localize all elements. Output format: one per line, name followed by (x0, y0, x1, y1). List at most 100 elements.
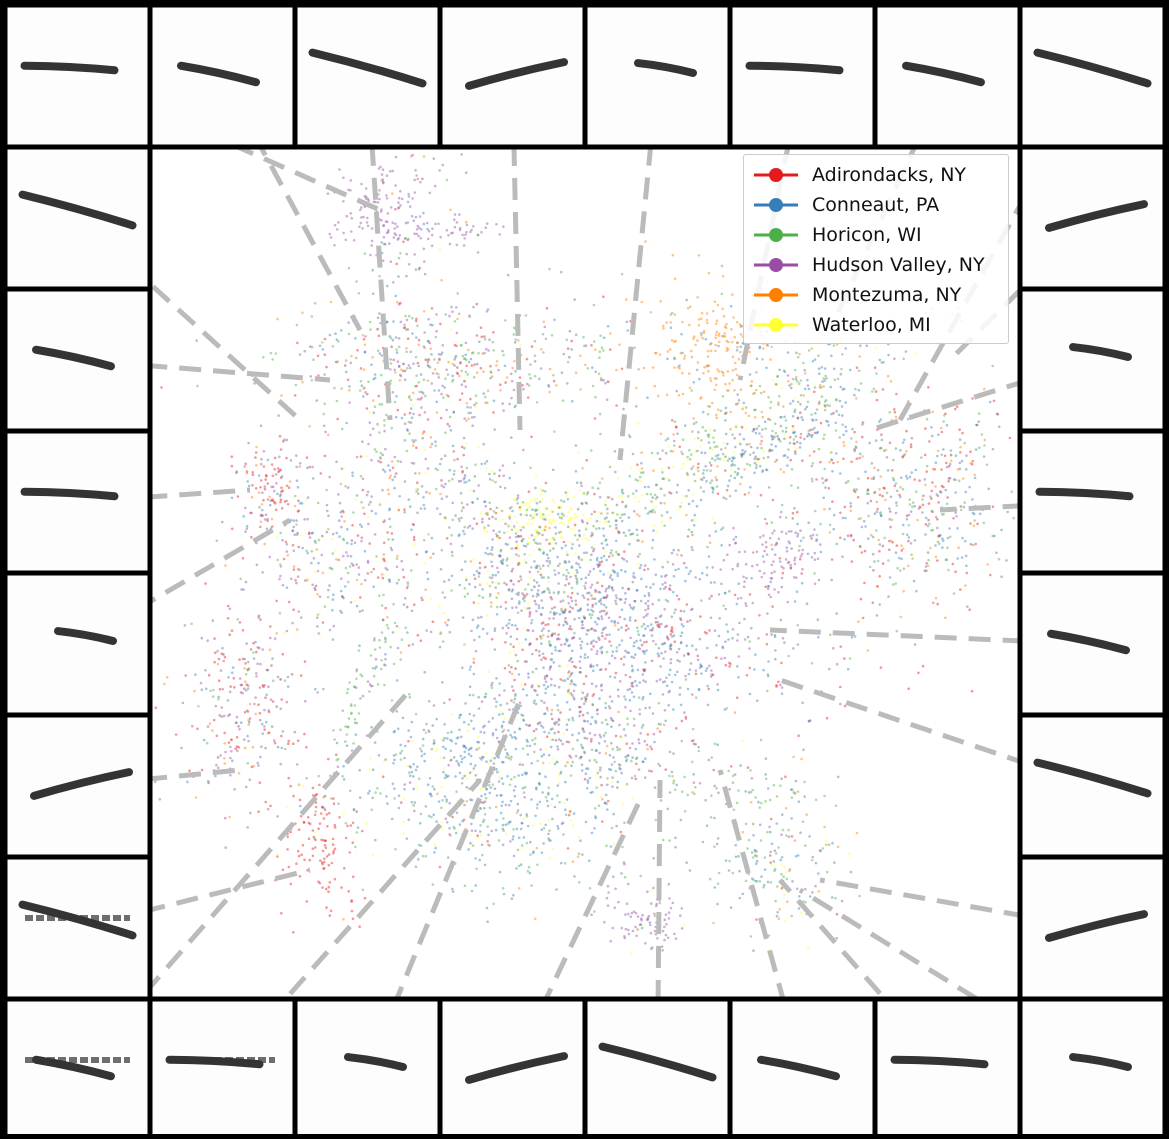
scatter-point (323, 860, 326, 864)
scatter-point (888, 411, 891, 414)
scatter-point (269, 804, 272, 808)
scatter-point (863, 581, 866, 585)
scatter-point (492, 399, 496, 403)
scatter-point (844, 516, 847, 520)
scatter-point (731, 567, 734, 571)
scatter-point (627, 928, 630, 932)
scatter-point (822, 377, 826, 381)
scatter-point (628, 619, 632, 622)
scatter-point (738, 482, 742, 486)
scatter-point (753, 850, 757, 853)
scatter-point (398, 373, 402, 377)
scatter-point (445, 623, 449, 627)
scatter-point (726, 442, 729, 446)
scatter-point (452, 410, 456, 414)
scatter-point (555, 611, 558, 615)
scatter-point (759, 442, 762, 446)
scatter-point (592, 645, 595, 648)
scatter-point (489, 370, 493, 374)
scatter-point (526, 869, 530, 873)
scatter-point (440, 457, 443, 461)
scatter-point (595, 519, 599, 523)
scatter-point (520, 539, 524, 543)
scatter-point (386, 627, 390, 630)
scatter-point (779, 618, 783, 622)
scatter-point (263, 487, 267, 491)
scatter-point (591, 613, 594, 617)
scatter-point (965, 564, 968, 568)
scatter-point (393, 787, 396, 790)
scatter-point (483, 807, 486, 810)
scatter-point (519, 575, 522, 578)
scatter-point (468, 582, 471, 586)
scatter-point (485, 760, 488, 763)
scatter-point (600, 683, 603, 686)
scatter-point (373, 667, 377, 670)
scatter-point (705, 480, 708, 483)
scatter-point (753, 391, 756, 395)
scatter-point (327, 863, 331, 867)
scatter-point (540, 576, 544, 579)
scatter-point (742, 452, 746, 456)
scatter-point (548, 591, 551, 594)
scatter-point (771, 605, 774, 608)
scatter-point (692, 739, 695, 742)
scatter-point (833, 378, 837, 382)
scatter-point (761, 470, 764, 474)
scatter-point (595, 640, 598, 644)
scatter-point (579, 666, 582, 670)
scatter-point (688, 386, 692, 390)
scatter-point (438, 248, 442, 251)
scatter-point (480, 794, 483, 798)
scatter-point (717, 871, 721, 875)
scatter-point (515, 546, 518, 550)
scatter-point (495, 364, 498, 367)
scatter-point (404, 314, 407, 318)
scatter-point (943, 454, 947, 458)
scatter-point (644, 602, 647, 605)
scatter-point (755, 463, 758, 467)
scatter-point (796, 400, 800, 404)
scatter-point (641, 923, 644, 926)
scatter-point (395, 581, 399, 585)
scatter-point (739, 345, 743, 349)
scatter-point (810, 413, 813, 416)
scatter-point (311, 786, 315, 790)
scatter-point (540, 348, 543, 351)
scatter-point (591, 603, 595, 607)
scatter-point (784, 419, 788, 422)
scatter-point (841, 414, 844, 417)
scatter-point (690, 530, 693, 534)
scatter-point (379, 792, 382, 795)
scatter-point (510, 685, 514, 688)
scatter-point (674, 425, 678, 429)
scatter-point (823, 379, 826, 383)
scatter-point (444, 817, 448, 820)
scatter-point (855, 488, 858, 491)
scatter-point (636, 668, 640, 672)
scatter-point (761, 469, 765, 472)
scatter-point (700, 672, 703, 675)
scatter-point (787, 835, 791, 838)
scatter-point (606, 505, 609, 509)
scatter-point (383, 419, 386, 422)
scatter-point (473, 585, 477, 589)
scatter-point (536, 570, 540, 574)
scatter-point (395, 395, 398, 398)
scatter-point (748, 442, 751, 446)
scatter-point (539, 635, 542, 638)
scatter-point (372, 674, 376, 678)
scatter-point (535, 609, 538, 613)
scatter-point (605, 516, 608, 519)
scatter-point (649, 923, 652, 927)
scatter-point (717, 334, 721, 337)
scatter-point (541, 498, 544, 501)
scatter-point (384, 640, 387, 644)
scatter-point (403, 756, 406, 760)
scatter-point (397, 302, 401, 306)
scatter-point (843, 538, 846, 541)
scatter-point (461, 470, 464, 473)
scatter-point (747, 791, 751, 794)
scatter-point (310, 345, 314, 349)
scatter-point (458, 583, 462, 587)
